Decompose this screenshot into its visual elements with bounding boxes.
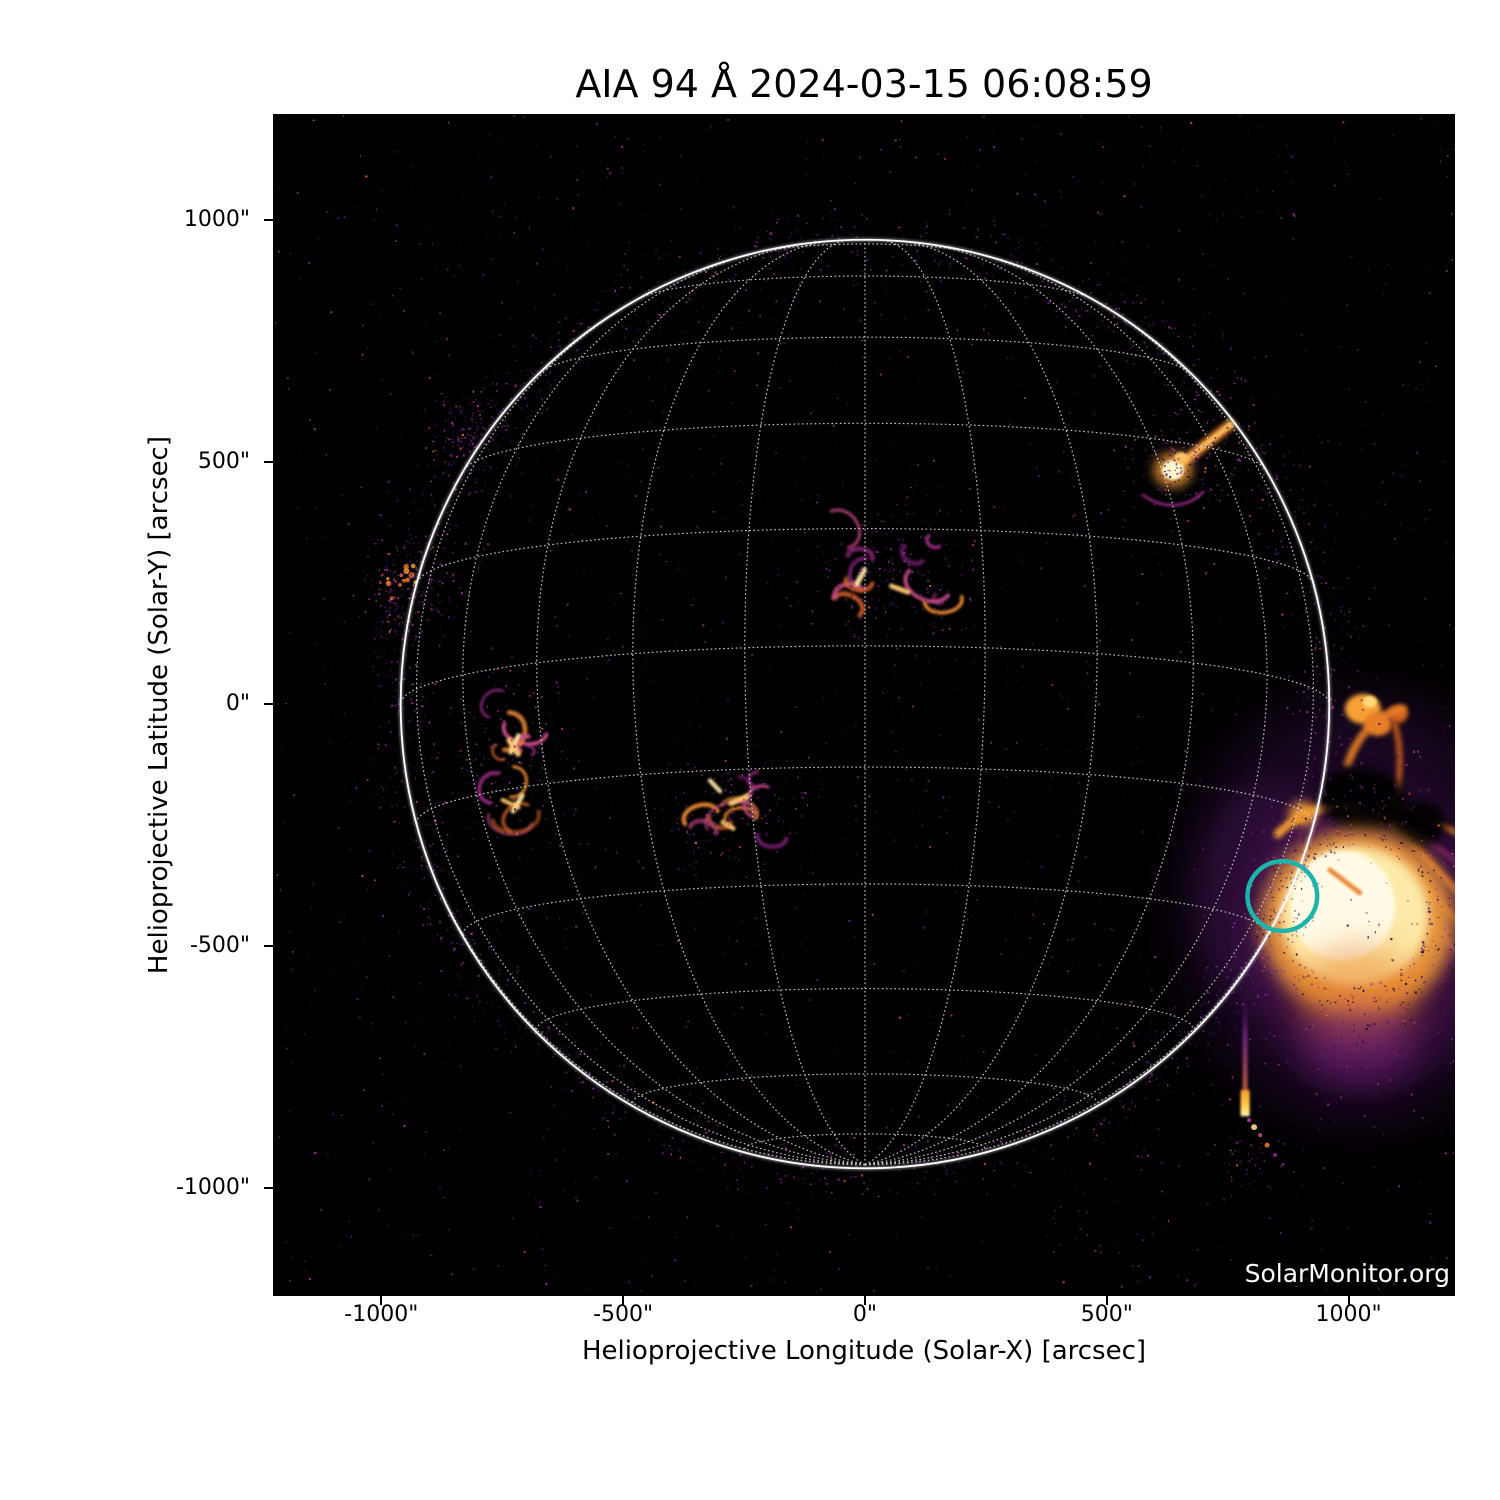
y-tick-label: 500" — [197, 449, 250, 475]
solar-image — [273, 114, 1455, 1296]
y-tick-label: -500" — [189, 932, 250, 958]
y-tick-label: -1000" — [175, 1174, 250, 1200]
x-tick-label: 500" — [1080, 1302, 1133, 1327]
x-tick-mark — [1347, 1296, 1350, 1305]
west-limb-flare-complex — [1184, 693, 1455, 1124]
y-tick-label: 1000" — [183, 207, 250, 233]
x-tick-label: 1000" — [1315, 1302, 1382, 1327]
x-tick-label: -500" — [593, 1302, 654, 1327]
x-tick-label: -1000" — [344, 1302, 419, 1327]
south-central-active-region — [681, 771, 789, 849]
x-tick-label: 0" — [852, 1302, 878, 1327]
chart-title: AIA 94 Å 2024-03-15 06:08:59 — [575, 62, 1153, 106]
y-tick-mark — [264, 461, 273, 464]
image-background — [273, 114, 1455, 1296]
northwest-limb-active-region — [1141, 419, 1236, 507]
x-tick-mark — [863, 1296, 866, 1305]
y-tick-mark — [264, 1186, 273, 1189]
solar-image-plot: SolarMonitor.org — [273, 114, 1455, 1296]
y-tick-mark — [264, 944, 273, 947]
ccd-bleed-streak — [1240, 994, 1285, 1166]
x-tick-mark — [622, 1296, 625, 1305]
flare-region-marker — [1245, 858, 1320, 934]
noise-speckle — [273, 114, 1455, 1296]
x-tick-mark — [380, 1296, 383, 1305]
x-axis-label: Helioprojective Longitude (Solar-X) [arc… — [581, 1336, 1147, 1366]
solar-features — [385, 419, 1455, 1166]
x-tick-mark — [1105, 1296, 1108, 1305]
y-tick-mark — [264, 703, 273, 706]
watermark: SolarMonitor.org — [1244, 1259, 1450, 1288]
y-tick-label: 0" — [225, 691, 250, 717]
central-active-region — [829, 508, 964, 618]
east-active-region-south — [477, 765, 541, 836]
solar-limb — [398, 237, 1332, 1171]
y-tick-mark — [264, 219, 273, 222]
